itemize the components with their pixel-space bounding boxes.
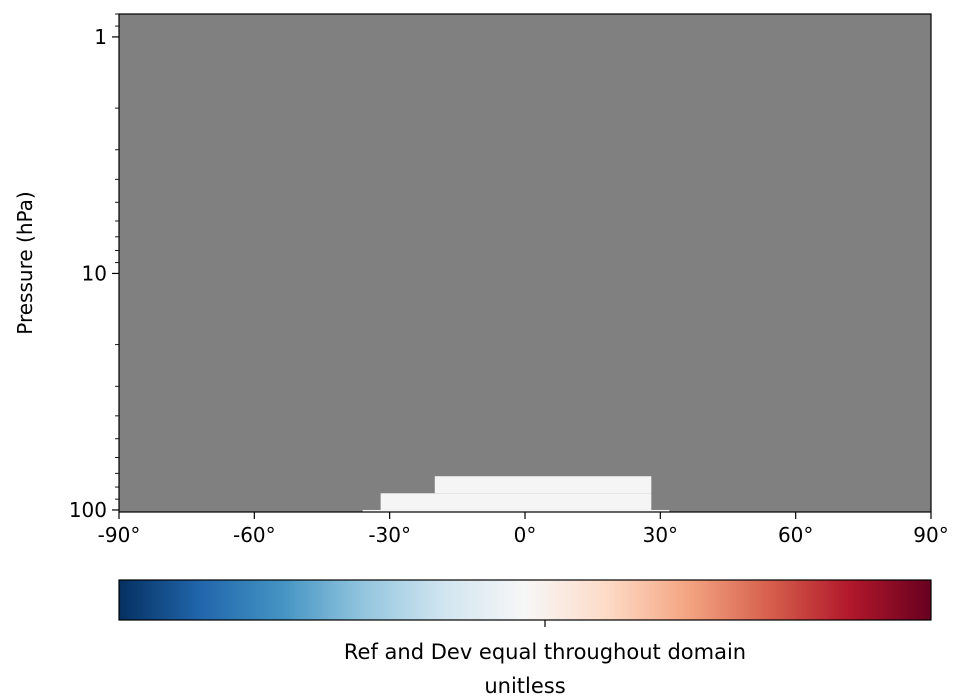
x-tick-label: 60° [778, 523, 813, 547]
data-cell-region-1 [380, 493, 652, 510]
colorbar-units: unitless [484, 674, 565, 698]
x-tick-label: 0° [514, 523, 537, 547]
y-axis-label: Pressure (hPa) [13, 191, 37, 334]
x-axis: -90° -60° -30° 0° 30° 60° 90° [98, 512, 949, 547]
data-cell-region-0 [362, 509, 670, 512]
x-tick-label: -30° [368, 523, 411, 547]
y-tick-label: 100 [69, 498, 107, 522]
y-axis: 1 10 100 [69, 13, 119, 522]
x-tick-label: -90° [98, 523, 141, 547]
plot-area [118, 13, 932, 513]
y-tick-label: 10 [82, 261, 107, 285]
colorbar-label: Ref and Dev equal throughout domain [344, 640, 746, 664]
no-data-background [119, 14, 931, 512]
x-tick-label: -60° [233, 523, 276, 547]
colorbar [118, 579, 932, 627]
x-tick-label: 30° [643, 523, 678, 547]
data-cell-region-2 [434, 476, 652, 494]
y-tick-label: 1 [94, 25, 107, 49]
colorbar-bar [118, 579, 932, 621]
x-tick-label: 90° [913, 523, 948, 547]
